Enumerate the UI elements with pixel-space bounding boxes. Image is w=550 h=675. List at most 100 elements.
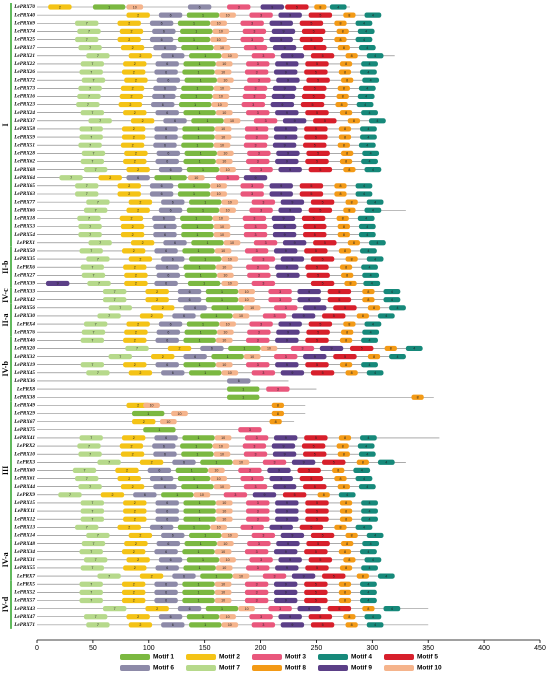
motif-box (343, 207, 356, 213)
motif-number: 1 (147, 412, 149, 416)
motif-number: 3 (234, 493, 236, 497)
motif-number: 6 (144, 493, 146, 497)
motif-number: 10 (223, 78, 227, 82)
motif-box (214, 69, 232, 75)
motif-box (78, 451, 102, 457)
motif-number: 5 (322, 282, 324, 286)
motif-box (219, 12, 236, 18)
motif-box (182, 69, 215, 75)
motif-box (77, 28, 101, 34)
motif-number: 4 (346, 493, 348, 497)
motif-number: 5 (314, 46, 316, 50)
motif-box (182, 134, 215, 140)
motif-box (205, 297, 239, 303)
motif-number: 9 (291, 534, 293, 538)
motif-box (77, 443, 101, 449)
motif-number: 1 (199, 62, 201, 66)
motif-box (163, 240, 187, 246)
motif-box (123, 508, 147, 514)
motif-number: 8 (345, 339, 347, 343)
motif-number: 1 (221, 290, 223, 294)
motif-box (249, 614, 273, 620)
motif-number: 8 (341, 103, 343, 107)
motif-box (182, 597, 215, 604)
motif-number: 5 (310, 477, 312, 481)
motif-box (189, 256, 222, 262)
motif-number: 8 (348, 168, 350, 172)
motif-box (167, 345, 192, 352)
motif-number: 10 (219, 444, 223, 448)
motif-box (334, 183, 347, 189)
motif-box (252, 492, 277, 498)
motif-box (362, 272, 380, 278)
motif-number: 10 (217, 477, 221, 481)
motif-number: 9 (303, 461, 305, 465)
motif-number: 5 (314, 233, 316, 237)
motif-box (213, 223, 231, 230)
motif-box (358, 45, 376, 51)
motif-box (80, 508, 105, 514)
motif-number: 1 (204, 54, 206, 58)
gene-name: LePRX8 (16, 386, 36, 392)
motif-number: 8 (345, 111, 347, 115)
motif-box (358, 232, 376, 238)
motif-number: 6 (166, 265, 168, 269)
motif-box (271, 443, 296, 449)
motif-box (241, 101, 266, 108)
motif-box (273, 305, 298, 311)
motif-box (310, 532, 335, 539)
motif-box (219, 321, 236, 327)
motif-number: 2 (134, 339, 136, 343)
motif-box (305, 516, 329, 522)
motif-box (299, 20, 324, 26)
motif-number: 3 (260, 322, 262, 326)
motif-number: 3 (255, 485, 257, 489)
motif-number: 4 (385, 314, 387, 318)
motif-box (78, 223, 102, 230)
motif-box (184, 272, 217, 278)
gene-name: LePRX24 (13, 110, 35, 116)
motif-box (83, 614, 108, 620)
motif-number: 1 (242, 395, 244, 399)
motif-number: 8 (342, 444, 344, 448)
motif-number: 5 (324, 119, 326, 123)
motif-number: 8 (345, 501, 347, 505)
motif-box (355, 183, 373, 189)
gene-name: LePRX3 (16, 459, 36, 465)
legend-swatch (384, 654, 414, 660)
motif-box (304, 69, 328, 75)
motif-box (339, 61, 353, 67)
motif-box (155, 264, 179, 270)
gene-name: LePRX26 (13, 69, 35, 75)
motif-number: 3 (255, 143, 257, 147)
motif-number: 1 (200, 152, 202, 156)
gene-name: LePRX77 (13, 199, 35, 205)
motif-number: 6 (166, 111, 168, 115)
motif-box (215, 508, 233, 514)
motif-box (305, 61, 329, 67)
motif-number: 3 (257, 111, 259, 115)
motif-box (79, 549, 103, 555)
motif-box (121, 69, 146, 75)
motif-number: 1 (227, 355, 229, 359)
motif-box (334, 20, 347, 26)
motif-box (240, 475, 264, 482)
motif-box (214, 126, 232, 132)
motif-number: 1 (193, 526, 195, 530)
motif-number: 5 (317, 330, 319, 334)
motif-box (305, 110, 329, 116)
motif-number: 6 (162, 103, 164, 107)
motif-number: 3 (262, 534, 264, 538)
motif-number: 5 (310, 184, 312, 188)
motif-box (305, 337, 329, 343)
motif-box (75, 20, 99, 26)
motif-box (310, 622, 335, 628)
motif-box (212, 215, 230, 221)
motif-box (156, 77, 181, 83)
motif-number: 4 (370, 274, 372, 278)
motif-box (121, 134, 146, 140)
motif-box (154, 134, 178, 140)
motif-number: 6 (211, 347, 213, 351)
motif-box (211, 305, 244, 311)
motif-box (377, 313, 395, 319)
